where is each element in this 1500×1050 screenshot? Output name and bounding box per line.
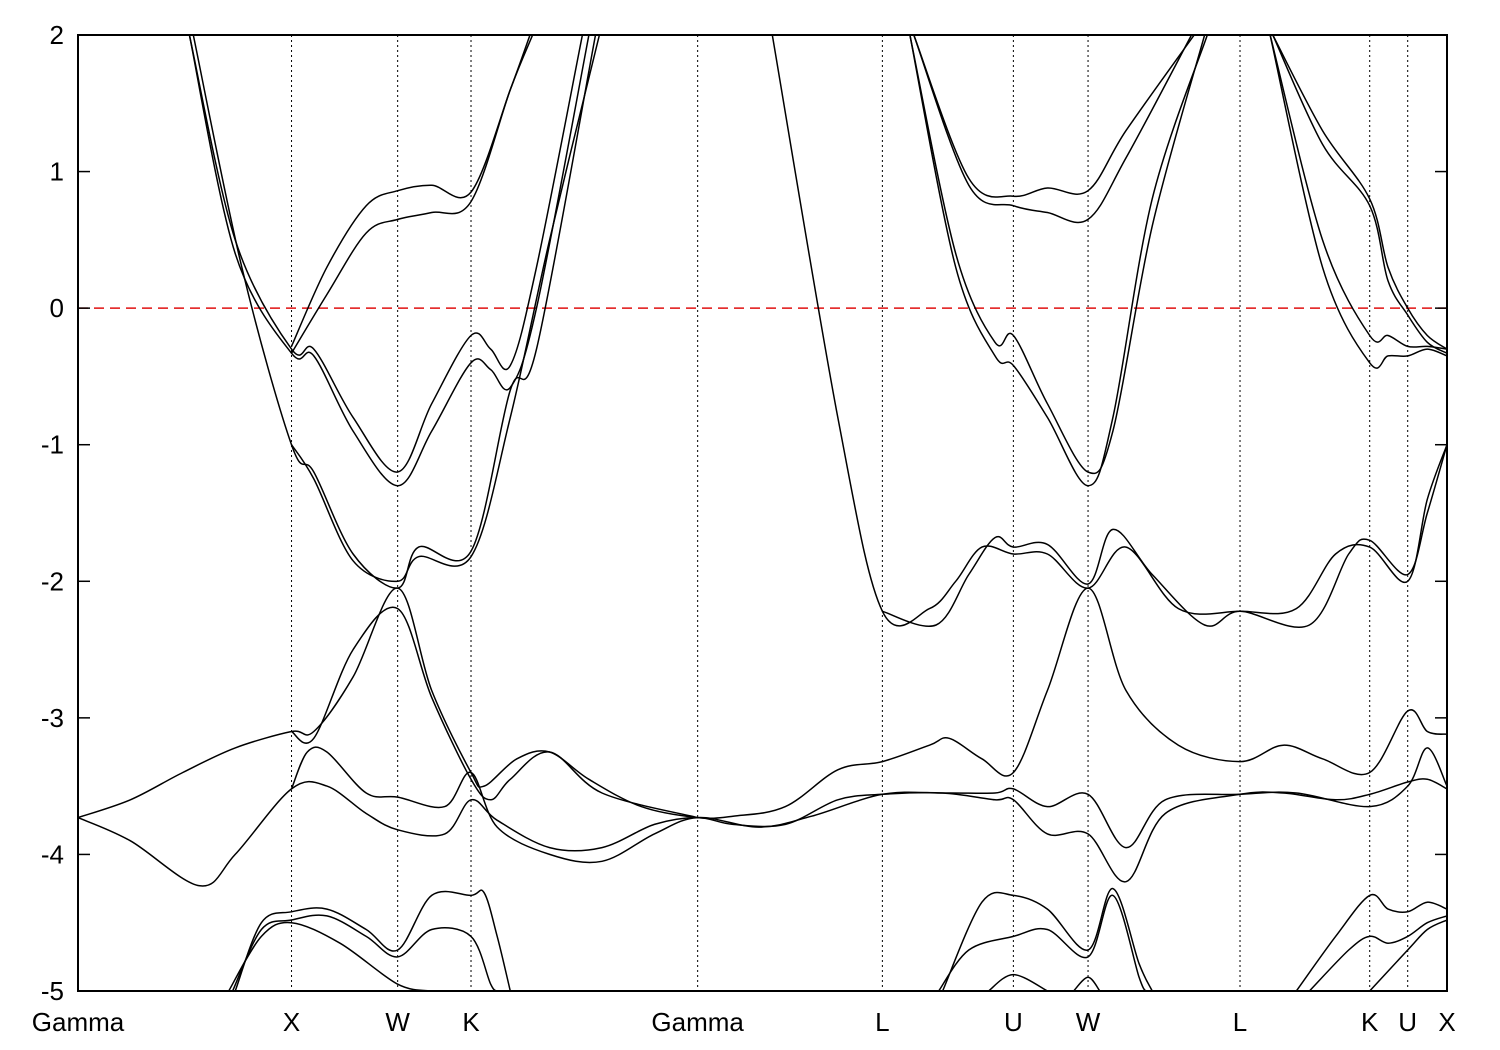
y-tick-label: 1 — [50, 157, 64, 187]
x-tick-label: X — [1438, 1007, 1455, 1037]
band-line-29 — [1369, 919, 1447, 991]
y-axis-ticks: 2 1 0 -1 -2 -3 -4 -5 — [41, 20, 1447, 1006]
band-lines — [78, 35, 1447, 991]
band-line-24 — [941, 887, 1153, 991]
x-tick-label: U — [1004, 1007, 1023, 1037]
x-tick-label: Gamma — [651, 1007, 744, 1037]
x-tick-label: U — [1398, 1007, 1417, 1037]
band-line-7 — [290, 35, 601, 583]
band-line-25 — [988, 973, 1048, 991]
band-line-5 — [188, 35, 590, 487]
y-tick-label: -4 — [41, 839, 64, 869]
x-tick-label: W — [385, 1007, 410, 1037]
band-line-4 — [188, 35, 584, 473]
band-line-18 — [1269, 35, 1447, 350]
band-line-13 — [909, 35, 1206, 475]
band-line-1 — [78, 778, 1447, 887]
band-line-19 — [1269, 35, 1447, 369]
plot-frame — [77, 34, 1448, 992]
band-line-0 — [78, 587, 1447, 820]
band-line-15 — [913, 35, 1193, 224]
band-line-26 — [1073, 976, 1101, 991]
band-line-28 — [1308, 915, 1447, 991]
y-tick-label: -5 — [41, 976, 64, 1006]
y-tick-label: 2 — [50, 20, 64, 50]
symmetry-lines — [291, 35, 1409, 991]
x-tick-label: L — [875, 1007, 889, 1037]
y-tick-label: -2 — [41, 566, 64, 596]
y-tick-label: 0 — [50, 293, 64, 323]
band-line-9 — [290, 35, 534, 354]
band-line-20 — [228, 921, 432, 991]
x-tick-label: Gamma — [32, 1007, 125, 1037]
x-tick-label: K — [1361, 1007, 1379, 1037]
x-tick-label: K — [462, 1007, 480, 1037]
band-line-6 — [192, 35, 597, 589]
band-line-10 — [771, 35, 1447, 627]
band-line-21 — [231, 914, 498, 991]
band-line-12 — [909, 35, 1209, 487]
band-line-3 — [290, 746, 1447, 864]
y-tick-label: -1 — [41, 430, 64, 460]
x-tick-label: X — [283, 1007, 300, 1037]
band-line-16 — [1272, 35, 1447, 350]
y-tick-label: -3 — [41, 703, 64, 733]
x-axis-ticks: Gamma X W K Gamma L U W L K U X — [32, 1007, 1456, 1037]
band-line-23 — [938, 894, 1147, 991]
band-line-2 — [291, 606, 698, 819]
band-line-22 — [234, 889, 512, 991]
band-line-11 — [882, 444, 1447, 628]
x-tick-label: L — [1233, 1007, 1247, 1037]
x-tick-label: W — [1076, 1007, 1101, 1037]
band-line-14 — [913, 35, 1195, 198]
band-line-17 — [1272, 35, 1447, 354]
band-line-27 — [1295, 893, 1447, 991]
band-line-8 — [290, 35, 531, 347]
